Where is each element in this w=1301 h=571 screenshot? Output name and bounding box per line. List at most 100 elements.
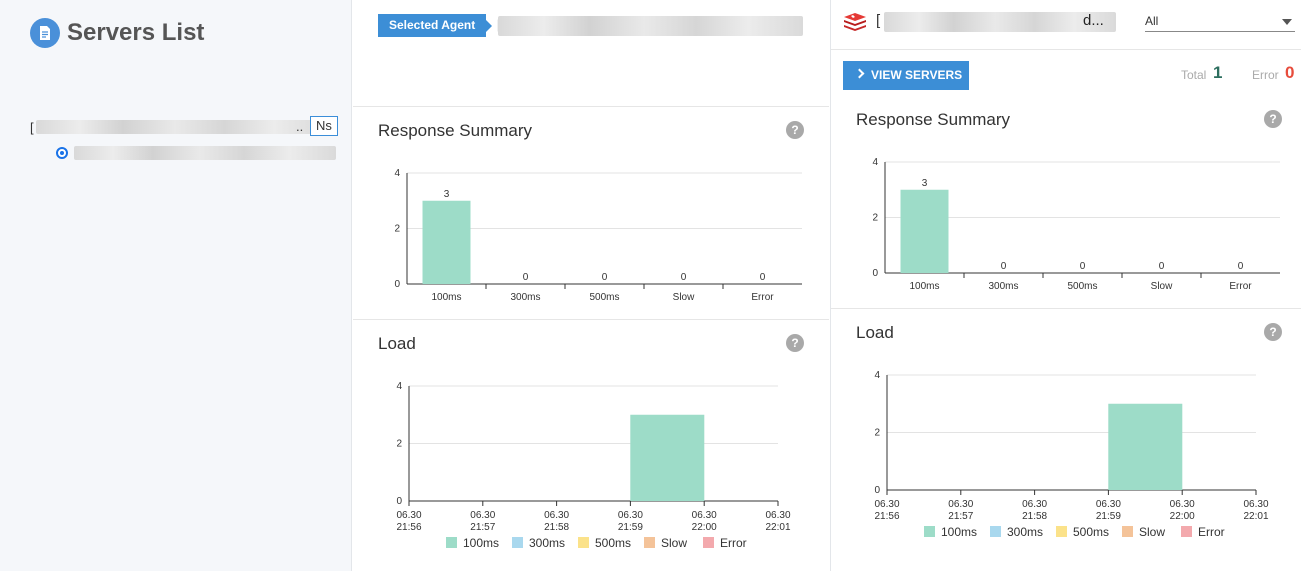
response-summary-title: Response Summary (378, 121, 533, 140)
divider (353, 319, 829, 320)
chevron-right-icon (854, 68, 865, 79)
legend-label: 500ms (1073, 525, 1109, 539)
data-label: 0 (1001, 261, 1007, 272)
servers-list-panel: Servers List [ .. Ns (0, 0, 352, 571)
y-tick-label: 0 (396, 496, 402, 507)
response-summary-title: Response Summary (856, 110, 1011, 129)
legend-swatch (644, 537, 655, 548)
divider (353, 106, 829, 107)
help-icon[interactable]: ? (1264, 110, 1282, 128)
server-group-ellipsis: .. (296, 119, 304, 134)
y-tick-label: 4 (874, 370, 880, 381)
y-tick-label: 0 (394, 279, 400, 290)
legend-label: 500ms (595, 536, 631, 550)
help-icon[interactable]: ? (786, 121, 804, 139)
y-tick-label: 4 (872, 157, 878, 168)
x-tick-label: 500ms (589, 292, 619, 303)
x-tick-label-date: 06.30 (692, 510, 717, 521)
legend-label: Slow (661, 536, 687, 550)
x-tick-label: 500ms (1067, 281, 1097, 292)
x-tick-label: Slow (673, 292, 695, 303)
filter-dropdown[interactable]: All (1145, 11, 1295, 32)
load-chart: 02406.3021:5606.3021:5706.3021:5806.3021… (396, 381, 791, 550)
x-tick-label-time: 21:58 (1022, 511, 1047, 522)
legend-label: Error (720, 536, 747, 550)
selected-agent-tag: Selected Agent (378, 14, 493, 37)
x-tick-label-time: 21:57 (470, 522, 495, 533)
legend-swatch (703, 537, 714, 548)
bar (900, 189, 949, 273)
data-label: 0 (523, 272, 529, 283)
agent-name-redacted (498, 16, 803, 36)
help-icon[interactable]: ? (786, 334, 804, 352)
legend-swatch (512, 537, 523, 548)
application-panel: [ d... All VIEW SERVERS Total 1 Error 0 … (830, 0, 1301, 571)
x-tick-label-time: 21:58 (544, 522, 569, 533)
data-label: 0 (760, 272, 766, 283)
legend-swatch (446, 537, 457, 548)
server-radio[interactable] (56, 147, 68, 159)
x-tick-label-time: 21:59 (1096, 511, 1121, 522)
view-servers-button[interactable]: VIEW SERVERS (843, 61, 969, 90)
x-tick-label-date: 06.30 (948, 499, 973, 510)
x-tick-label-time: 21:59 (618, 522, 643, 533)
x-tick-label: Slow (1151, 281, 1173, 292)
x-tick-label-date: 06.30 (1170, 499, 1195, 510)
x-tick-label-date: 06.30 (396, 510, 421, 521)
x-tick-label: 300ms (510, 292, 540, 303)
x-tick-label-time: 22:01 (765, 522, 790, 533)
y-tick-label: 2 (874, 428, 880, 439)
x-tick-label-time: 22:00 (1170, 511, 1195, 522)
divider (831, 49, 1301, 50)
load-chart: 02406.3021:5606.3021:5706.3021:5806.3021… (874, 370, 1269, 539)
legend-swatch (990, 526, 1001, 537)
server-group-name-redacted (36, 120, 326, 134)
x-tick-label-time: 22:00 (692, 522, 717, 533)
server-group-bracket: [ (30, 120, 34, 135)
data-label: 0 (602, 272, 608, 283)
response-summary-chart: 0 2 4 3 100ms 0 300ms 0 500ms 0 Slow 0 Error (394, 168, 802, 303)
data-label: 0 (1238, 261, 1244, 272)
help-icon[interactable]: ? (1264, 323, 1282, 341)
ns-button[interactable]: Ns (310, 116, 338, 136)
server-name-redacted[interactable] (74, 146, 336, 160)
y-tick-label: 0 (872, 268, 878, 279)
caret-down-icon (1282, 19, 1292, 25)
x-tick-label: 100ms (909, 281, 939, 292)
data-label: 0 (1080, 261, 1086, 272)
y-tick-label: 2 (872, 213, 878, 224)
server-group-row[interactable]: [ .. (30, 118, 340, 136)
page-title: Servers List (67, 19, 205, 46)
response-summary-chart: 0 2 4 3 100ms 0 300ms 0 500ms 0 Slow 0 Error (872, 157, 1280, 292)
data-label: 0 (681, 272, 687, 283)
legend-label: Slow (1139, 525, 1165, 539)
divider (831, 308, 1301, 309)
x-tick-label-time: 21:56 (396, 522, 421, 533)
total-label: Total (1181, 68, 1207, 82)
x-tick-label-date: 06.30 (1243, 499, 1268, 510)
bar (630, 414, 705, 501)
redis-icon (844, 13, 866, 31)
legend-swatch (1056, 526, 1067, 537)
document-icon (30, 18, 60, 48)
x-tick-label-time: 21:57 (948, 511, 973, 522)
x-tick-label-time: 21:56 (874, 511, 899, 522)
legend-label: 300ms (1007, 525, 1043, 539)
data-label: 0 (1159, 261, 1165, 272)
x-tick-label-date: 06.30 (618, 510, 643, 521)
legend-swatch (1181, 526, 1192, 537)
app-bracket: [ (876, 12, 881, 29)
app-name-redacted (884, 12, 1116, 32)
x-tick-label: Error (751, 292, 774, 303)
data-label: 3 (922, 178, 928, 189)
x-tick-label-time: 22:01 (1243, 511, 1268, 522)
y-tick-label: 4 (396, 381, 402, 392)
load-title: Load (378, 334, 416, 353)
bar (1108, 403, 1183, 490)
agent-panel: Selected Agent [ Response Summary ? 0243… (353, 0, 829, 571)
x-tick-label-date: 06.30 (1096, 499, 1121, 510)
legend-swatch (924, 526, 935, 537)
x-tick-label-date: 06.30 (544, 510, 569, 521)
x-tick-label-date: 06.30 (1022, 499, 1047, 510)
